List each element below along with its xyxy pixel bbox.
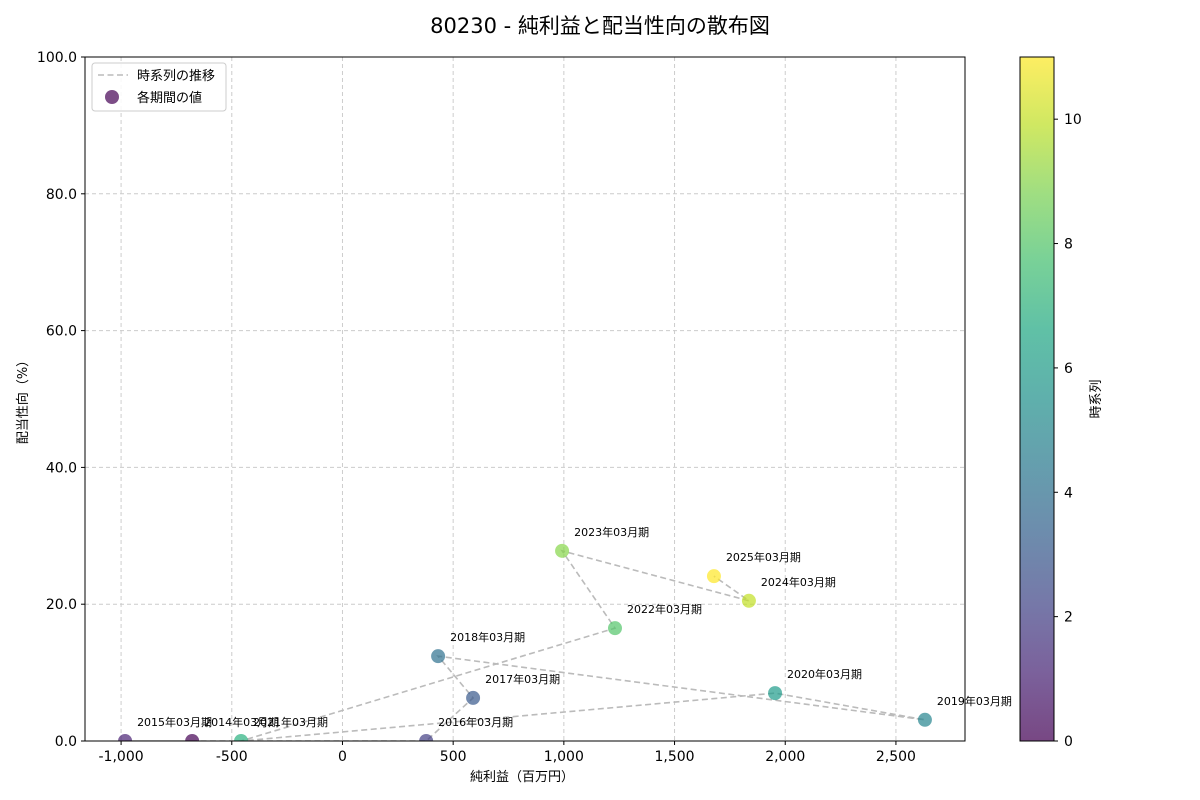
point-label: 2020年03月期 [787, 667, 862, 681]
x-tick-label: -500 [216, 749, 248, 765]
y-tick-label: 0.0 [55, 734, 77, 750]
colorbar-ticks: 0 2 4 6 8 10 [1054, 112, 1082, 750]
x-tick-label: 1,000 [544, 749, 584, 765]
data-point [741, 593, 756, 608]
legend-box [91, 62, 227, 112]
data-points [118, 543, 932, 741]
data-point [917, 712, 932, 727]
colorbar: 0 2 4 6 8 10 時系列 [1019, 56, 1104, 750]
colorbar-frame [1019, 56, 1055, 742]
point-label: 2023年03月期 [574, 525, 649, 539]
data-point [234, 734, 249, 741]
point-label: 2025年03月期 [726, 550, 801, 564]
plot-frame [84, 56, 966, 742]
colorbar-tick-label: 6 [1064, 361, 1073, 377]
point-label: 2018年03月期 [450, 630, 525, 644]
data-point [431, 649, 446, 664]
x-tick-label: 1,500 [654, 749, 694, 765]
data-point [607, 621, 622, 636]
x-tick-label: 0 [338, 749, 347, 765]
colorbar-gradient [1020, 57, 1054, 741]
data-point [419, 734, 434, 741]
data-point [555, 543, 570, 558]
point-label: 2014年03月期 [204, 715, 279, 729]
y-axis-ticks: 0.0 20.0 40.0 60.0 80.0 100.0 [37, 50, 85, 750]
x-axis-label: 純利益（百万円） [470, 770, 574, 785]
data-point [118, 734, 133, 741]
colorbar-label: 時系列 [1089, 379, 1104, 418]
chart-title: 80230 - 純利益と配当性向の散布図 [430, 14, 770, 38]
legend: 時系列の推移 各期間の値 [91, 62, 227, 112]
point-label: 2022年03月期 [627, 602, 702, 616]
data-point [768, 686, 783, 701]
y-tick-label: 40.0 [46, 460, 77, 476]
colorbar-tick-label: 2 [1064, 610, 1073, 626]
x-axis-ticks: -1,000 -500 0 500 1,000 1,500 2,000 2,500 [99, 741, 916, 765]
legend-label-trend: 時系列の推移 [137, 69, 215, 84]
x-tick-label: -1,000 [99, 749, 144, 765]
colorbar-tick-label: 8 [1064, 237, 1073, 253]
y-tick-label: 20.0 [46, 597, 77, 613]
grid-lines [85, 56, 965, 742]
data-point [466, 690, 481, 705]
y-axis-label: 配当性向（%） [15, 354, 31, 444]
x-tick-label: 2,000 [765, 749, 805, 765]
data-point [185, 734, 200, 741]
point-label: 2024年03月期 [761, 575, 836, 589]
legend-circle-icon [105, 90, 119, 104]
point-label: 2017年03月期 [485, 672, 560, 686]
colorbar-tick-label: 10 [1064, 112, 1082, 128]
x-tick-label: 500 [440, 749, 467, 765]
legend-label-values: 各期間の値 [137, 90, 202, 106]
point-label: 2015年03月期 [137, 715, 212, 729]
point-label: 2021年03月期 [253, 715, 328, 729]
colorbar-tick-label: 4 [1064, 485, 1073, 501]
y-tick-label: 80.0 [46, 187, 77, 203]
data-point [706, 569, 721, 584]
y-tick-label: 100.0 [37, 50, 77, 66]
y-tick-label: 60.0 [46, 324, 77, 340]
x-tick-label: 2,500 [876, 749, 916, 765]
point-label: 2019年03月期 [937, 694, 1012, 708]
colorbar-tick-label: 0 [1064, 734, 1073, 750]
point-label: 2016年03月期 [438, 715, 513, 729]
